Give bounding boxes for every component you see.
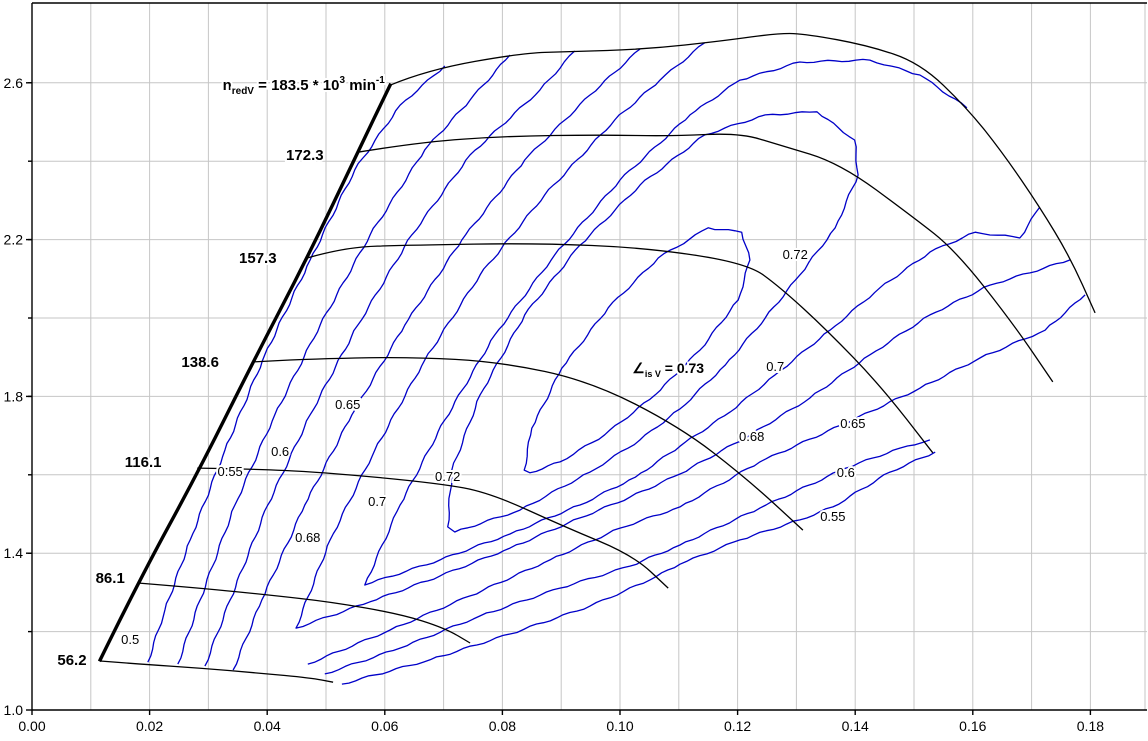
x-axis-label-0.10: 0.10 [606,718,633,734]
efficiency-label-0.68-right: 0.68 [739,429,764,444]
efficiency-label-0.7: 0.7 [368,494,386,509]
speed-label-138.6: 138.6 [181,354,219,371]
x-axis-label-0.02: 0.02 [136,718,163,734]
efficiency-contours [147,42,1086,685]
efficiency-contour-0.55-segment-0 [177,54,511,665]
speed-line-56.2 [100,660,334,683]
isentropic-efficiency-title-label: ∠is V = 0.73 [632,360,704,379]
speed-line-116.1 [197,467,669,589]
efficiency-contour-0.72-segment-0 [447,111,859,533]
x-axis-label-0.04: 0.04 [254,718,281,734]
speed-line-172.3 [357,133,1054,383]
x-axis-label-0.18: 0.18 [1077,718,1104,734]
efficiency-label-0.65: 0.65 [335,397,360,412]
speed-line-183.5 [389,32,1096,314]
efficiency-label-0.65-right: 0.65 [840,416,865,431]
speed-line-157.3 [307,243,934,454]
speed-line-138.6 [253,356,804,531]
efficiency-contour-0.6-segment-1 [324,439,931,675]
x-axis-label-0.08: 0.08 [489,718,516,734]
speed-lines [100,32,1096,683]
efficiency-label-0.55-right: 0.55 [820,509,845,524]
y-axis-label-1.8: 1.8 [4,388,24,404]
axes [26,2,1147,715]
x-axis-label-0.16: 0.16 [959,718,986,734]
efficiency-label-0.6: 0.6 [271,444,289,459]
efficiency-label-0.6-right: 0.6 [837,465,855,480]
speed-label-157.3: 157.3 [239,250,277,267]
x-axis-label-0.06: 0.06 [371,718,398,734]
efficiency-label-0.72-right: 0.72 [783,247,808,262]
efficiency-label-0.72: 0.72 [435,469,460,484]
speed-label-172.3: 172.3 [286,147,324,164]
y-axis-label-2.2: 2.2 [4,232,24,248]
y-axis-label-2.6: 2.6 [4,75,24,91]
x-axis-label-0.14: 0.14 [842,718,869,734]
efficiency-label-0.5: 0.5 [121,632,139,647]
speed-label-56.2: 56.2 [57,652,86,669]
x-axis-label-0.00: 0.00 [18,718,45,734]
efficiency-label-0.55: 0.55 [217,464,242,479]
y-axis-label-1.0: 1.0 [4,702,24,718]
speed-label-86.1: 86.1 [96,570,125,587]
x-axis-label-0.12: 0.12 [724,718,751,734]
gridlines [32,3,1147,710]
y-axis-label-1.4: 1.4 [4,545,24,561]
efficiency-contour-0.65-segment-1 [307,294,1086,665]
efficiency-contour-0.68-segment-0 [295,42,1071,629]
curve-labels: 56.2 86.1 116.1 138.6 157.3 172.3 0.5 0.55 0.55 0… [55,73,867,671]
efficiency-label-0.68: 0.68 [295,530,320,545]
efficiency-contour-0.5-segment-0 [147,65,446,663]
efficiency-contour-0.7-segment-0 [364,58,1041,586]
reduced-speed-title-label: nredV = 183.5 * 103 min-1 [223,75,386,97]
efficiency-contour-0.65-segment-0 [232,48,641,671]
efficiency-contour-0.73-segment-0 [523,227,751,474]
surge-line [97,82,393,663]
efficiency-label-0.7-right: 0.7 [766,359,784,374]
tick-labels: 0.00 0.02 0.04 0.06 0.08 0.10 0.12 0.14 0.16 0.18… [4,75,1105,734]
efficiency-contour-0.55-segment-1 [341,451,936,685]
speed-label-116.1: 116.1 [125,454,162,471]
speed-line-86.1 [137,582,471,644]
